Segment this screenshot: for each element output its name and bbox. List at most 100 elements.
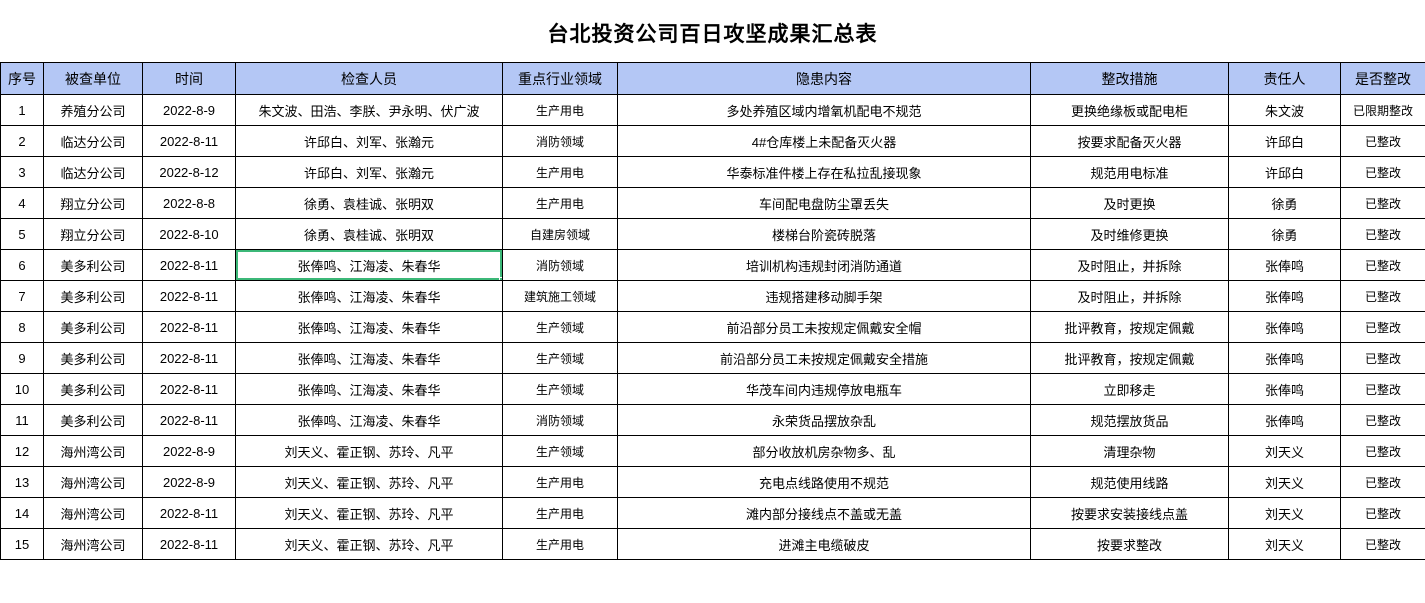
cell-seq[interactable]: 2	[0, 125, 44, 157]
cell-owner[interactable]: 张俸鸣	[1228, 249, 1341, 281]
cell-unit[interactable]: 翔立分公司	[43, 218, 143, 250]
cell-measure[interactable]: 及时更换	[1030, 187, 1229, 219]
cell-unit[interactable]: 美多利公司	[43, 342, 143, 374]
cell-hazard[interactable]: 培训机构违规封闭消防通道	[617, 249, 1031, 281]
cell-unit[interactable]: 临达分公司	[43, 156, 143, 188]
cell-hazard[interactable]: 部分收放机房杂物多、乱	[617, 435, 1031, 467]
cell-seq[interactable]: 1	[0, 94, 44, 126]
cell-unit[interactable]: 美多利公司	[43, 373, 143, 405]
cell-inspectors[interactable]: 刘天义、霍正钢、苏玲、凡平	[235, 466, 503, 498]
cell-date[interactable]: 2022-8-10	[142, 218, 236, 250]
cell-field[interactable]: 消防领域	[502, 125, 618, 157]
cell-inspectors[interactable]: 刘天义、霍正钢、苏玲、凡平	[235, 528, 503, 560]
column-header-rectified[interactable]: 是否整改	[1340, 62, 1425, 95]
cell-date[interactable]: 2022-8-11	[142, 373, 236, 405]
cell-date[interactable]: 2022-8-11	[142, 249, 236, 281]
cell-field[interactable]: 建筑施工领域	[502, 280, 618, 312]
cell-field[interactable]: 消防领域	[502, 404, 618, 436]
cell-field[interactable]: 生产用电	[502, 466, 618, 498]
cell-owner[interactable]: 刘天义	[1228, 497, 1341, 529]
cell-measure[interactable]: 清理杂物	[1030, 435, 1229, 467]
cell-hazard[interactable]: 充电点线路使用不规范	[617, 466, 1031, 498]
cell-inspectors[interactable]: 刘天义、霍正钢、苏玲、凡平	[235, 435, 503, 467]
cell-owner[interactable]: 张俸鸣	[1228, 404, 1341, 436]
cell-date[interactable]: 2022-8-11	[142, 528, 236, 560]
cell-unit[interactable]: 翔立分公司	[43, 187, 143, 219]
cell-inspectors[interactable]: 朱文波、田浩、李朕、尹永明、伏广波	[235, 94, 503, 126]
cell-date[interactable]: 2022-8-11	[142, 342, 236, 374]
cell-unit[interactable]: 海州湾公司	[43, 435, 143, 467]
cell-measure[interactable]: 规范用电标准	[1030, 156, 1229, 188]
cell-measure[interactable]: 批评教育，按规定佩戴	[1030, 311, 1229, 343]
cell-rectified[interactable]: 已限期整改	[1340, 94, 1425, 126]
cell-rectified[interactable]: 已整改	[1340, 156, 1425, 188]
cell-measure[interactable]: 及时阻止，并拆除	[1030, 249, 1229, 281]
cell-hazard[interactable]: 滩内部分接线点不盖或无盖	[617, 497, 1031, 529]
cell-seq[interactable]: 15	[0, 528, 44, 560]
cell-date[interactable]: 2022-8-8	[142, 187, 236, 219]
cell-inspectors[interactable]: 张俸鸣、江海凌、朱春华	[235, 342, 503, 374]
column-header-owner[interactable]: 责任人	[1228, 62, 1341, 95]
column-header-inspectors[interactable]: 检查人员	[235, 62, 503, 95]
cell-seq[interactable]: 6	[0, 249, 44, 281]
cell-hazard[interactable]: 多处养殖区域内增氧机配电不规范	[617, 94, 1031, 126]
cell-date[interactable]: 2022-8-9	[142, 94, 236, 126]
cell-measure[interactable]: 及时维修更换	[1030, 218, 1229, 250]
cell-field[interactable]: 生产领域	[502, 435, 618, 467]
cell-field[interactable]: 生产用电	[502, 94, 618, 126]
cell-measure[interactable]: 规范使用线路	[1030, 466, 1229, 498]
cell-seq[interactable]: 3	[0, 156, 44, 188]
cell-seq[interactable]: 8	[0, 311, 44, 343]
column-header-unit[interactable]: 被查单位	[43, 62, 143, 95]
cell-hazard[interactable]: 违规搭建移动脚手架	[617, 280, 1031, 312]
cell-field[interactable]: 生产用电	[502, 528, 618, 560]
cell-hazard[interactable]: 华泰标准件楼上存在私拉乱接现象	[617, 156, 1031, 188]
cell-hazard[interactable]: 永荣货品摆放杂乱	[617, 404, 1031, 436]
cell-field[interactable]: 消防领域	[502, 249, 618, 281]
cell-owner[interactable]: 张俸鸣	[1228, 280, 1341, 312]
cell-seq[interactable]: 10	[0, 373, 44, 405]
cell-inspectors[interactable]: 许邱白、刘军、张瀚元	[235, 156, 503, 188]
cell-rectified[interactable]: 已整改	[1340, 435, 1425, 467]
cell-owner[interactable]: 徐勇	[1228, 187, 1341, 219]
cell-owner[interactable]: 许邱白	[1228, 125, 1341, 157]
cell-field[interactable]: 自建房领域	[502, 218, 618, 250]
cell-hazard[interactable]: 前沿部分员工未按规定佩戴安全帽	[617, 311, 1031, 343]
cell-unit[interactable]: 海州湾公司	[43, 497, 143, 529]
cell-unit[interactable]: 美多利公司	[43, 249, 143, 281]
cell-field[interactable]: 生产领域	[502, 311, 618, 343]
cell-rectified[interactable]: 已整改	[1340, 311, 1425, 343]
cell-rectified[interactable]: 已整改	[1340, 404, 1425, 436]
cell-hazard[interactable]: 楼梯台阶瓷砖脱落	[617, 218, 1031, 250]
cell-unit[interactable]: 美多利公司	[43, 404, 143, 436]
cell-measure[interactable]: 更换绝缘板或配电柜	[1030, 94, 1229, 126]
cell-field[interactable]: 生产领域	[502, 342, 618, 374]
cell-unit[interactable]: 临达分公司	[43, 125, 143, 157]
cell-hazard[interactable]: 前沿部分员工未按规定佩戴安全措施	[617, 342, 1031, 374]
cell-hazard[interactable]: 华茂车间内违规停放电瓶车	[617, 373, 1031, 405]
cell-seq[interactable]: 9	[0, 342, 44, 374]
cell-hazard[interactable]: 车间配电盘防尘罩丢失	[617, 187, 1031, 219]
cell-date[interactable]: 2022-8-12	[142, 156, 236, 188]
cell-inspectors[interactable]: 刘天义、霍正钢、苏玲、凡平	[235, 497, 503, 529]
cell-measure[interactable]: 规范摆放货品	[1030, 404, 1229, 436]
cell-measure[interactable]: 及时阻止，并拆除	[1030, 280, 1229, 312]
cell-field[interactable]: 生产用电	[502, 156, 618, 188]
cell-owner[interactable]: 刘天义	[1228, 435, 1341, 467]
cell-rectified[interactable]: 已整改	[1340, 125, 1425, 157]
cell-seq[interactable]: 5	[0, 218, 44, 250]
cell-rectified[interactable]: 已整改	[1340, 528, 1425, 560]
column-header-measure[interactable]: 整改措施	[1030, 62, 1229, 95]
cell-inspectors[interactable]: 张俸鸣、江海凌、朱春华	[235, 404, 503, 436]
column-header-field[interactable]: 重点行业领域	[502, 62, 618, 95]
cell-seq[interactable]: 7	[0, 280, 44, 312]
cell-seq[interactable]: 13	[0, 466, 44, 498]
cell-owner[interactable]: 刘天义	[1228, 466, 1341, 498]
selected-cell[interactable]: 张俸鸣、江海凌、朱春华	[235, 249, 503, 281]
cell-seq[interactable]: 4	[0, 187, 44, 219]
cell-date[interactable]: 2022-8-11	[142, 125, 236, 157]
cell-field[interactable]: 生产领域	[502, 373, 618, 405]
cell-date[interactable]: 2022-8-9	[142, 466, 236, 498]
cell-inspectors[interactable]: 许邱白、刘军、张瀚元	[235, 125, 503, 157]
cell-unit[interactable]: 海州湾公司	[43, 466, 143, 498]
